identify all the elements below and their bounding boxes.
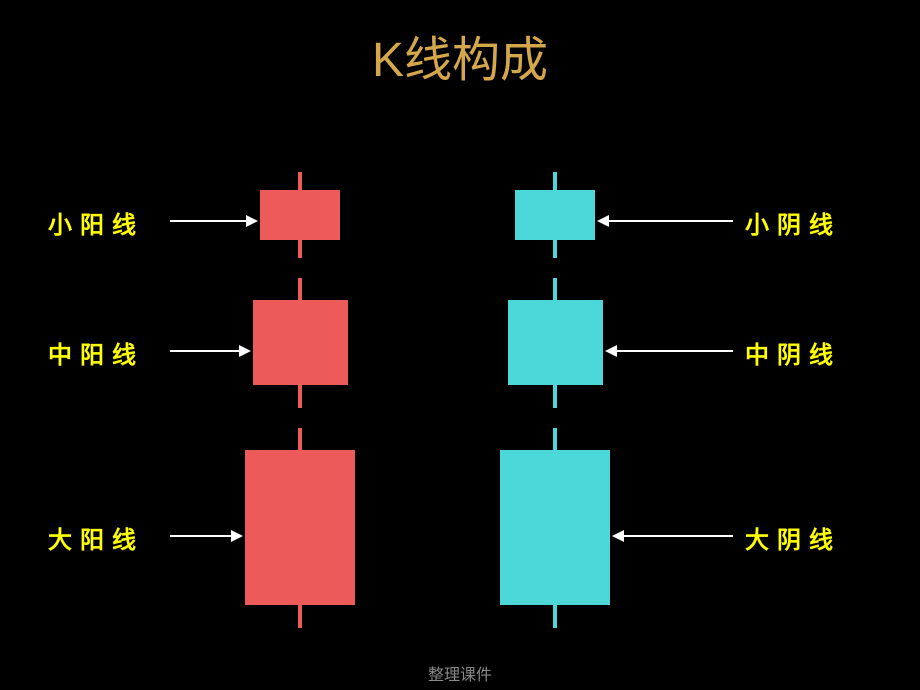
left-label-small: 小阳线 [48, 205, 144, 240]
left-candle-large-body [245, 450, 355, 605]
right-label-small: 小阴线 [745, 205, 841, 240]
right-label-medium: 中阴线 [745, 335, 841, 370]
left-arrow-large [170, 530, 243, 542]
left-candle-medium-body [253, 300, 348, 385]
right-candle-medium-body [508, 300, 603, 385]
right-candle-small-body [515, 190, 595, 240]
arrow-head-icon [605, 345, 617, 357]
left-arrow-medium [170, 345, 251, 357]
arrow-line [624, 535, 733, 537]
right-label-large: 大阴线 [745, 520, 841, 555]
arrow-head-icon [246, 215, 258, 227]
arrow-head-icon [597, 215, 609, 227]
arrow-head-icon [231, 530, 243, 542]
footer-text: 整理课件 [428, 661, 492, 685]
arrow-line [170, 535, 231, 537]
arrow-line [617, 350, 734, 352]
arrow-head-icon [612, 530, 624, 542]
right-candle-large-body [500, 450, 610, 605]
arrow-head-icon [239, 345, 251, 357]
left-label-large: 大阳线 [48, 520, 144, 555]
page-title: K线构成 [372, 20, 548, 90]
right-arrow-small [597, 215, 733, 227]
left-arrow-small [170, 215, 258, 227]
arrow-line [170, 350, 239, 352]
left-label-medium: 中阳线 [48, 335, 144, 370]
arrow-line [170, 220, 246, 222]
right-arrow-large [612, 530, 733, 542]
arrow-line [609, 220, 733, 222]
left-candle-small-body [260, 190, 340, 240]
right-arrow-medium [605, 345, 734, 357]
